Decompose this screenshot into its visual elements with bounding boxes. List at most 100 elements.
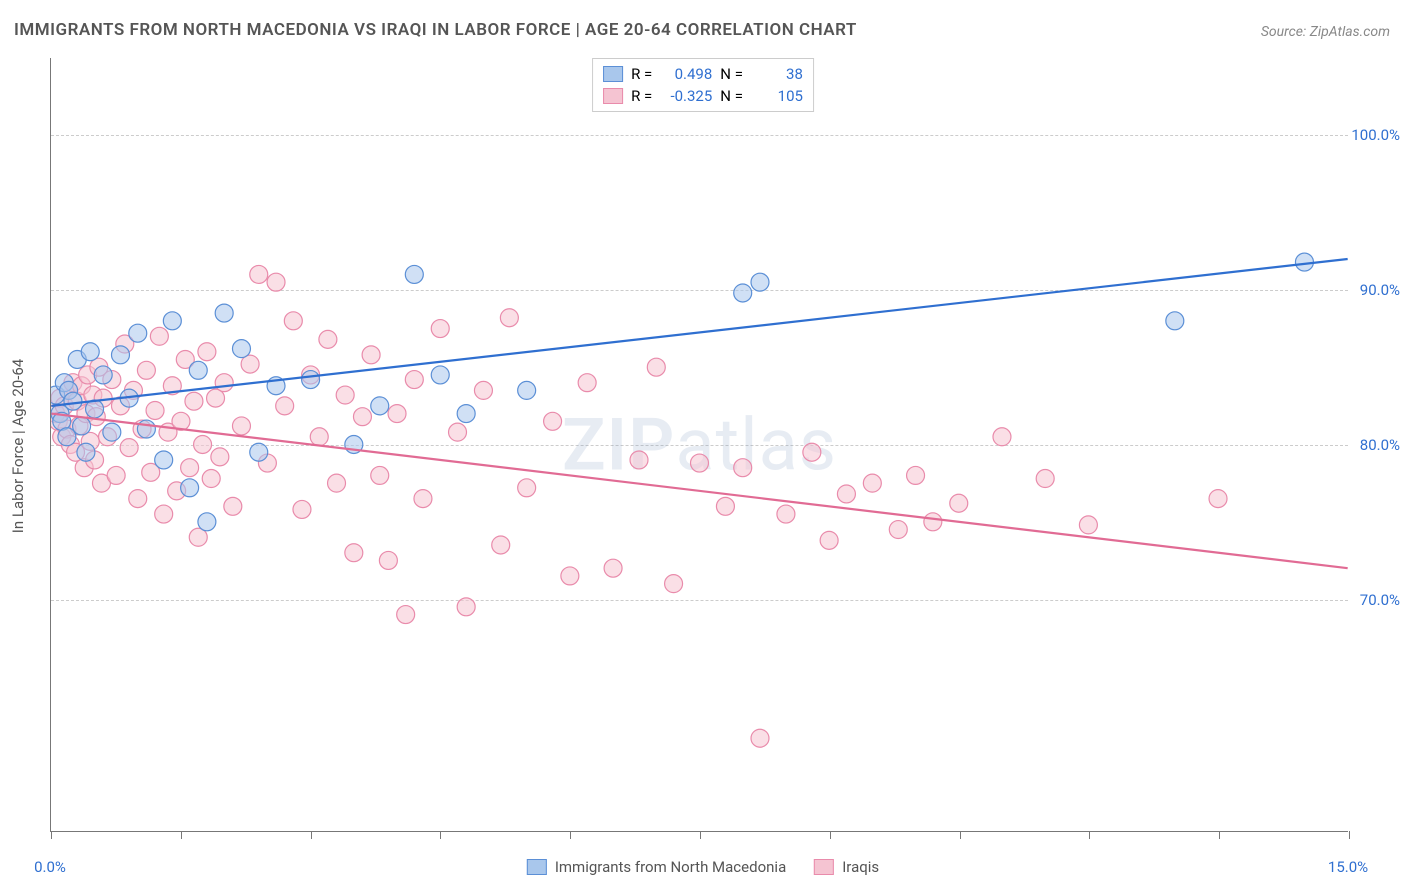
data-point [250, 443, 268, 461]
data-point [907, 466, 925, 484]
source-attribution: Source: ZipAtlas.com [1261, 24, 1390, 40]
data-point [94, 366, 112, 384]
data-point [837, 485, 855, 503]
data-point [716, 497, 734, 515]
data-point [734, 459, 752, 477]
swatch-bottom-0 [527, 859, 547, 875]
data-point [561, 567, 579, 585]
legend-row-series-1: R = -0.325 N = 105 [603, 85, 803, 107]
data-point [103, 423, 121, 441]
data-point [155, 505, 173, 523]
data-point [232, 417, 250, 435]
x-tick [181, 831, 182, 839]
data-point [77, 443, 95, 461]
data-point [310, 428, 328, 446]
data-point [202, 470, 220, 488]
r-value-1: -0.325 [660, 87, 712, 105]
data-point [120, 439, 138, 457]
data-point [993, 428, 1011, 446]
data-point [751, 273, 769, 291]
data-point [137, 361, 155, 379]
data-point [751, 729, 769, 747]
y-tick-label: 70.0% [1360, 591, 1400, 609]
data-point [111, 346, 129, 364]
data-point [224, 497, 242, 515]
x-tick [311, 831, 312, 839]
data-point [1166, 312, 1184, 330]
data-point [924, 513, 942, 531]
data-point [250, 265, 268, 283]
correlation-chart: IMMIGRANTS FROM NORTH MACEDONIA VS IRAQI… [0, 0, 1406, 892]
y-tick-label: 80.0% [1360, 436, 1400, 454]
data-point [146, 401, 164, 419]
data-point [863, 474, 881, 492]
data-point [81, 343, 99, 361]
data-point [379, 551, 397, 569]
data-point [353, 408, 371, 426]
legend-item-series-0: Immigrants from North Macedonia [527, 858, 786, 876]
data-point [155, 451, 173, 469]
swatch-series-0 [603, 66, 623, 82]
data-point [150, 327, 168, 345]
data-point [198, 343, 216, 361]
n-label-0: N = [720, 65, 743, 83]
data-point [691, 454, 709, 472]
data-point [492, 536, 510, 554]
data-point [302, 371, 320, 389]
chart-title: IMMIGRANTS FROM NORTH MACEDONIA VS IRAQI… [14, 20, 857, 40]
x-tick [700, 831, 701, 839]
r-label-0: R = [631, 65, 652, 83]
data-point [889, 521, 907, 539]
x-tick [570, 831, 571, 839]
legend-label-0: Immigrants from North Macedonia [555, 858, 786, 876]
data-point [1036, 470, 1054, 488]
legend-label-1: Iraqis [842, 858, 879, 876]
data-point [215, 374, 233, 392]
data-point [449, 423, 467, 441]
plot-svg [51, 58, 1348, 831]
x-tick [1349, 831, 1350, 839]
data-point [457, 598, 475, 616]
data-point [777, 505, 795, 523]
x-tick [1089, 831, 1090, 839]
data-point [64, 392, 82, 410]
data-point [431, 320, 449, 338]
data-point [630, 451, 648, 469]
data-point [820, 531, 838, 549]
data-point [518, 479, 536, 497]
y-tick-label: 90.0% [1360, 281, 1400, 299]
data-point [198, 513, 216, 531]
data-point [647, 358, 665, 376]
data-point [181, 459, 199, 477]
legend-row-series-0: R = 0.498 N = 38 [603, 63, 803, 85]
n-label-1: N = [720, 87, 743, 105]
data-point [284, 312, 302, 330]
series-legend: Immigrants from North Macedonia Iraqis [521, 858, 885, 876]
data-point [544, 412, 562, 430]
data-point [107, 466, 125, 484]
r-label-1: R = [631, 87, 652, 105]
r-value-0: 0.498 [660, 65, 712, 83]
x-tick [830, 831, 831, 839]
data-point [604, 559, 622, 577]
data-point [189, 361, 207, 379]
data-point [1209, 490, 1227, 508]
n-value-0: 38 [751, 65, 803, 83]
data-point [129, 490, 147, 508]
trend-line [51, 259, 1347, 406]
n-value-1: 105 [751, 87, 803, 105]
data-point [232, 340, 250, 358]
data-point [474, 381, 492, 399]
data-point [388, 405, 406, 423]
data-point [1079, 516, 1097, 534]
data-point [163, 312, 181, 330]
data-point [345, 544, 363, 562]
x-tick-label: 0.0% [34, 858, 66, 876]
data-point [665, 575, 683, 593]
data-point [73, 417, 91, 435]
data-point [405, 371, 423, 389]
data-point [185, 392, 203, 410]
y-tick-label: 100.0% [1351, 126, 1400, 144]
data-point [293, 500, 311, 518]
data-point [431, 366, 449, 384]
